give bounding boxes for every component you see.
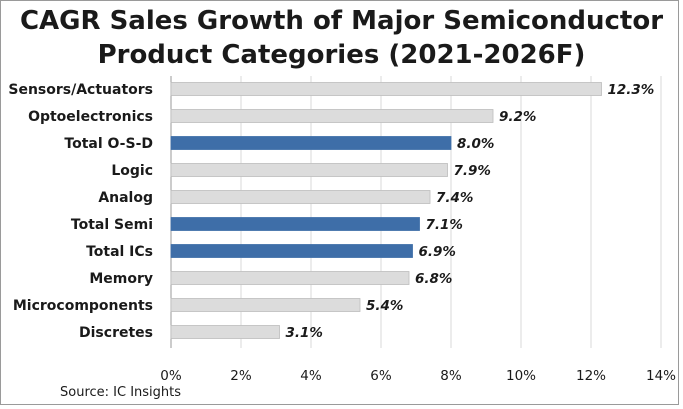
category-label: Optoelectronics xyxy=(28,109,153,125)
x-tick-label: 2% xyxy=(230,368,252,384)
x-tick-label: 12% xyxy=(576,368,606,384)
value-label: 7.1% xyxy=(426,217,463,233)
x-tick-label: 4% xyxy=(300,368,322,384)
x-tick-label: 14% xyxy=(646,368,676,384)
bar xyxy=(170,271,410,285)
value-labels: 12.3% 9.2% 8.0% 7.9% 7.4% 7.1% 6.9% 6.8% 5.4% 3.1… xyxy=(286,82,655,341)
value-label: 6.9% xyxy=(419,244,456,260)
x-tick-label: 0% xyxy=(160,368,182,384)
bar xyxy=(170,325,280,339)
category-label: Microcomponents xyxy=(13,298,153,314)
chart-title: CAGR Sales Growth of Major Semiconductor… xyxy=(0,4,683,72)
category-label: Discretes xyxy=(79,325,153,341)
x-tick-label: 10% xyxy=(506,368,536,384)
bars xyxy=(170,82,602,339)
category-label: Total ICs xyxy=(86,244,153,260)
bar xyxy=(170,163,448,177)
bar xyxy=(170,109,494,123)
bar xyxy=(170,82,602,96)
bar xyxy=(170,298,361,312)
source-note: Source: IC Insights xyxy=(60,385,182,400)
category-labels: Sensors/Actuators Optoelectronics Total O-… xyxy=(8,82,153,341)
value-label: 7.9% xyxy=(454,163,491,179)
value-label: 5.4% xyxy=(366,298,403,314)
category-label: Memory xyxy=(89,271,153,287)
category-label: Total O-S-D xyxy=(64,136,153,152)
chart-title-line-1: CAGR Sales Growth of Major Semiconductor xyxy=(19,6,664,36)
x-tick-label: 8% xyxy=(440,368,462,384)
value-label: 12.3% xyxy=(608,82,655,98)
bar xyxy=(170,244,413,258)
chart-title-line-2: Product Categories (2021-2026F) xyxy=(97,40,586,70)
x-axis-ticks: 0% 2% 4% 6% 8% 10% 12% 14% xyxy=(160,368,676,384)
category-label: Logic xyxy=(111,163,153,179)
value-label: 6.8% xyxy=(415,271,452,287)
bar xyxy=(170,217,420,231)
value-label: 7.4% xyxy=(436,190,473,206)
value-label: 3.1% xyxy=(286,325,323,341)
category-label: Sensors/Actuators xyxy=(8,82,153,98)
value-label: 9.2% xyxy=(499,109,536,125)
bar xyxy=(170,136,452,150)
category-label: Total Semi xyxy=(71,217,153,233)
category-label: Analog xyxy=(98,190,153,206)
value-label: 8.0% xyxy=(457,136,494,152)
x-tick-label: 6% xyxy=(370,368,392,384)
bar xyxy=(170,190,431,204)
